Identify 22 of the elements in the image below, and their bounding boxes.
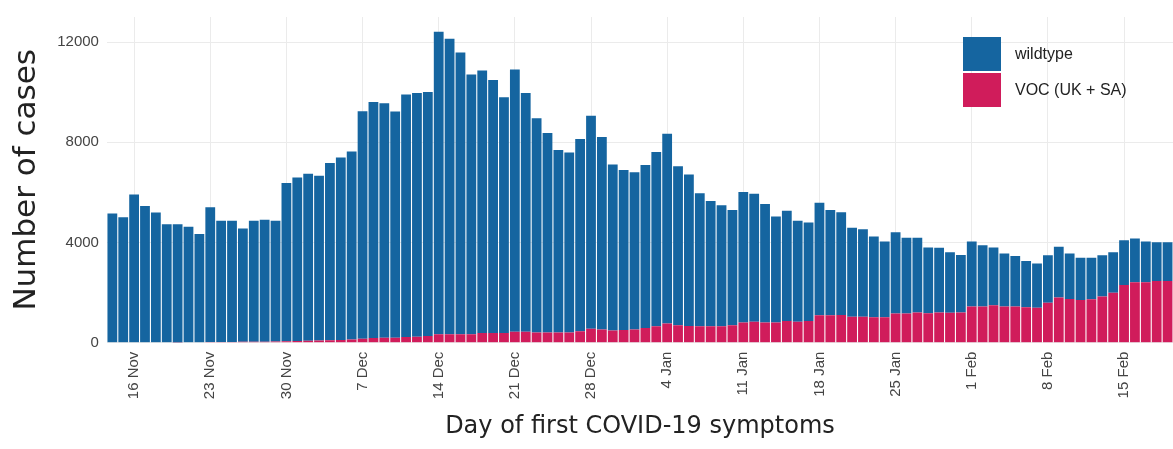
y-tick-label: 0 — [90, 332, 99, 350]
x-tick-label: 14 Dec — [428, 351, 446, 400]
x-tick-label: 11 Jan — [733, 351, 751, 396]
x-tick-label: 18 Jan — [809, 351, 827, 397]
x-tick-label: 7 Dec — [352, 351, 370, 391]
x-tick-label: 1 Feb — [961, 351, 979, 391]
x-tick-label: 30 Nov — [276, 351, 294, 400]
legend-label: wildtype — [1014, 45, 1073, 63]
y-axis-title: Number of cases — [5, 49, 42, 311]
x-tick-label: 15 Feb — [1114, 351, 1132, 399]
legend-label: VOC (UK + SA) — [1015, 81, 1127, 99]
x-tick-label: 4 Jan — [657, 351, 675, 389]
y-tick-label: 8000 — [65, 132, 99, 150]
x-tick-label: 28 Dec — [581, 351, 599, 400]
x-tick-label: 23 Nov — [200, 351, 218, 400]
x-axis-title: Day of first COVID-19 symptoms — [445, 410, 835, 439]
x-tick-label: 8 Feb — [1038, 351, 1056, 391]
y-tick-label: 12000 — [57, 32, 99, 50]
x-tick-label: 21 Dec — [504, 351, 522, 400]
x-tick-label: 16 Nov — [124, 351, 142, 400]
x-tick-label: 25 Jan — [885, 351, 903, 397]
y-tick-label: 4000 — [65, 232, 99, 250]
